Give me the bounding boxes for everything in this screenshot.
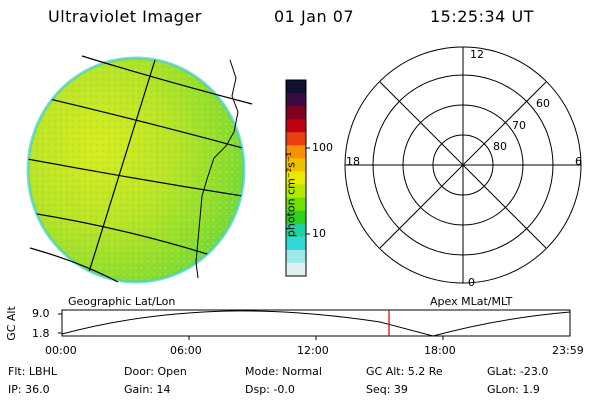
timeline-ylabel: GC Alt — [4, 306, 18, 341]
latitude-line — [81, 55, 253, 105]
mlt-label-6: 6 — [575, 155, 582, 168]
colorbar-segment — [286, 197, 306, 212]
colorbar-segment — [286, 145, 306, 159]
info-gain: Gain: 14 — [124, 383, 171, 396]
mlt-label-12: 12 — [470, 48, 484, 61]
colorbar-segment — [286, 210, 306, 225]
colorbar-unit-label: photon cm⁻²s⁻¹ — [284, 151, 298, 238]
header-date: 01 Jan 07 — [274, 7, 355, 26]
latitude-line — [28, 157, 244, 199]
timeline-plot — [58, 309, 571, 340]
timeline-xtick-2359: 23:59 — [552, 344, 584, 357]
timeline-xtick-1800: 18:00 — [424, 344, 456, 357]
colorbar-segment — [286, 249, 306, 264]
timeline-ytick-max: 9.0 — [32, 307, 50, 320]
timeline-xtick-0600: 06:00 — [170, 344, 202, 357]
info-glat: GLat: -23.0 — [487, 365, 549, 378]
timeline-left-title: Geographic Lat/Lon — [68, 295, 176, 308]
colorbar-segment — [286, 119, 306, 133]
colorbar-segment — [286, 223, 306, 238]
image-texture — [28, 58, 244, 282]
colorbar-segment — [286, 80, 306, 94]
colorbar-segment — [286, 171, 306, 186]
colorbar-segment — [286, 184, 306, 199]
colorbar-segment — [286, 106, 306, 120]
info-mode: Mode: Normal — [245, 365, 322, 378]
altitude-curve — [61, 310, 571, 337]
info-seq: Seq: 39 — [366, 383, 408, 396]
latitude-line — [29, 247, 119, 283]
colorbar-segment — [286, 158, 306, 172]
polar-plot — [344, 46, 582, 284]
colorbar-segment — [286, 132, 306, 146]
mlat-label-70: 70 — [512, 119, 526, 132]
colorbar-tick-100: 100 — [312, 141, 333, 154]
mlt-label-18: 18 — [346, 155, 360, 168]
app-title: Ultraviolet Imager — [48, 7, 202, 26]
colorbar-segment — [286, 262, 306, 277]
colorbar-segment — [286, 236, 306, 251]
colorbar — [285, 79, 310, 277]
info-ip: IP: 36.0 — [8, 383, 50, 396]
disk-limb — [26, 56, 246, 284]
timeline-xtick-1200: 12:00 — [297, 344, 329, 357]
mlt-label-0: 0 — [468, 276, 475, 289]
timeline-xtick-0000: 00:00 — [45, 344, 77, 357]
longitude-line — [84, 59, 156, 282]
colorbar-segment — [286, 93, 306, 107]
info-door: Door: Open — [124, 365, 187, 378]
mlt-axis-diagonal — [379, 81, 547, 249]
mlat-label-80: 80 — [493, 140, 507, 153]
mlat-label-60: 60 — [536, 97, 550, 110]
info-glon: GLon: 1.9 — [487, 383, 540, 396]
header-time: 15:25:34 UT — [430, 7, 534, 26]
colorbar-tick-10: 10 — [312, 227, 326, 240]
info-dsp: Dsp: -0.0 — [245, 383, 295, 396]
earth-image — [26, 55, 253, 284]
timeline-ytick-min: 1.8 — [32, 327, 50, 340]
info-gc-alt: GC Alt: 5.2 Re — [366, 365, 443, 378]
timeline-right-title: Apex MLat/MLT — [430, 295, 513, 308]
info-filter: Flt: LBHL — [8, 365, 57, 378]
coastline — [195, 59, 239, 279]
colorbar-frame — [285, 79, 307, 277]
